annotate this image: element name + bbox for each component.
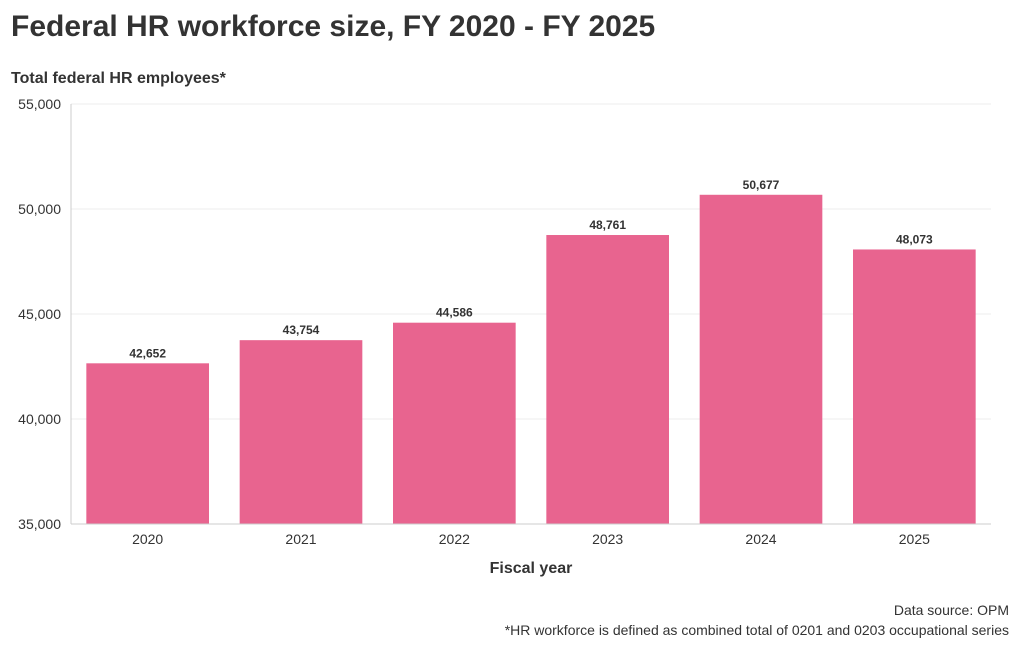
bar-2023 xyxy=(546,235,669,525)
data-label: 43,754 xyxy=(283,323,320,337)
bar-2025 xyxy=(853,249,976,525)
x-tick-label: 2020 xyxy=(132,531,163,547)
data-label: 48,073 xyxy=(896,232,933,246)
axes: 35,000 40,000 45,000 50,000 55,000 2020 2021 20… xyxy=(18,96,991,577)
data-label: 42,652 xyxy=(129,346,166,360)
x-tick-label: 2021 xyxy=(285,531,316,547)
y-tick-label: 40,000 xyxy=(18,411,61,427)
x-tick-label: 2024 xyxy=(745,531,776,547)
bar-2022 xyxy=(393,322,516,524)
bar-2020 xyxy=(86,363,209,524)
data-label: 44,586 xyxy=(436,306,473,320)
bar-2024 xyxy=(699,194,823,524)
bar-2021 xyxy=(239,340,363,524)
y-tick-label: 50,000 xyxy=(18,201,61,217)
y-axis-title: Total federal HR employees* xyxy=(11,70,226,87)
data-labels: 42,652 43,754 44,586 48,761 50,677 48,073 xyxy=(129,178,933,361)
x-tick-label: 2025 xyxy=(899,531,930,547)
data-source-note: Data source: OPM xyxy=(893,602,1009,618)
bar-chart: 42,652 43,754 44,586 48,761 50,677 48,073 35,… xyxy=(18,96,991,577)
x-tick-label: 2023 xyxy=(592,531,623,547)
data-label: 48,761 xyxy=(589,218,626,232)
x-tick-label: 2022 xyxy=(439,531,470,547)
data-label: 50,677 xyxy=(743,178,780,192)
footnote: *HR workforce is defined as combined tot… xyxy=(504,622,1009,638)
bars xyxy=(86,194,976,525)
chart-title: Federal HR workforce size, FY 2020 - FY … xyxy=(11,10,656,43)
y-tick-label: 55,000 xyxy=(18,96,61,112)
y-tick-label: 35,000 xyxy=(18,516,61,532)
y-tick-label: 45,000 xyxy=(18,306,61,322)
x-axis-title: Fiscal year xyxy=(490,560,573,577)
